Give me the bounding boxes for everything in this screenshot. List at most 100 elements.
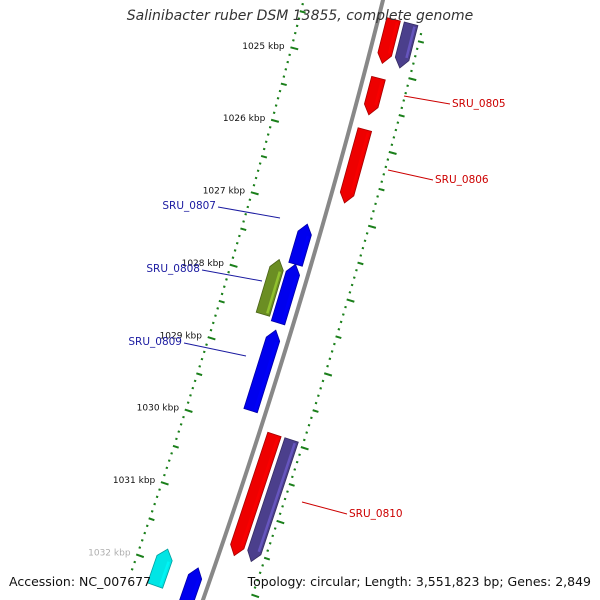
label-leader-line (201, 269, 263, 282)
minor-tick (266, 133, 270, 136)
minor-tick (205, 343, 208, 346)
minor-tick (191, 386, 195, 390)
minor-tick (216, 307, 220, 310)
minor-tick (400, 106, 404, 110)
minor-tick (419, 32, 423, 36)
minor-tick (262, 147, 266, 151)
gene-sru_0811[interactable] (179, 567, 203, 600)
minor-tick (363, 239, 367, 243)
minor-tick (209, 328, 213, 332)
major-tick (135, 553, 145, 559)
minor-tick (242, 220, 245, 223)
minor-tick (286, 60, 290, 64)
minor-tick (280, 82, 287, 87)
gene-sru_0808[interactable] (270, 263, 301, 326)
gene-sru_0805[interactable] (363, 75, 386, 116)
minor-tick (370, 217, 373, 220)
gene-label-sru_0807[interactable]: SRU_0807 (162, 200, 216, 212)
minor-tick (284, 68, 288, 71)
minor-tick (273, 527, 277, 530)
gene-label-sru_0809[interactable]: SRU_0809 (128, 336, 182, 348)
major-tick (160, 481, 169, 486)
minor-tick (264, 140, 268, 144)
gene-sru_0808-gene[interactable] (255, 258, 284, 317)
minor-tick (319, 387, 323, 390)
gene-sru_0804-gene[interactable] (394, 21, 419, 69)
minor-tick (196, 372, 203, 377)
minor-tick (314, 401, 318, 405)
minor-tick (163, 473, 166, 477)
minor-tick (218, 299, 225, 304)
minor-tick (266, 549, 270, 552)
gene-label-sru_0810[interactable]: SRU_0810 (349, 508, 403, 520)
minor-tick (406, 84, 409, 88)
minor-tick (365, 232, 369, 235)
minor-tick (145, 524, 149, 528)
minor-tick (384, 165, 388, 169)
gene-label-sru_0806[interactable]: SRU_0806 (435, 174, 489, 186)
minor-tick (189, 394, 192, 397)
minor-tick (357, 261, 364, 266)
gene-labels: SRU_0805 SRU_0806 SRU_0807 SRU_0808 SRU_0809… (128, 95, 506, 520)
minor-tick (292, 39, 295, 42)
minor-tick (374, 202, 377, 206)
map-title: Salinibacter ruber DSM 13855, complete g… (126, 8, 474, 24)
minor-tick (301, 2, 304, 6)
gene-label-sru_0808[interactable]: SRU_0808 (146, 263, 200, 275)
gene-sru_0807[interactable] (288, 223, 312, 267)
minor-tick (298, 453, 301, 457)
minor-tick (350, 283, 354, 287)
gene-sru_0804[interactable] (377, 17, 401, 65)
gene-label-sru_0805[interactable]: SRU_0805 (452, 98, 506, 110)
minor-tick (380, 180, 384, 183)
minor-tick (333, 342, 336, 346)
minor-tick (392, 136, 396, 139)
minor-tick (286, 490, 289, 493)
minor-tick (252, 183, 256, 187)
minor-tick (386, 158, 390, 161)
minor-tick (305, 431, 309, 434)
gene-sru_0806[interactable] (339, 127, 373, 204)
minor-tick (295, 460, 299, 464)
minor-tick (310, 416, 313, 420)
gene-sru_0811-trna[interactable] (146, 548, 173, 589)
label-leader-line (301, 501, 348, 515)
minor-tick (402, 99, 406, 102)
major-tick (346, 298, 355, 303)
outer-tick-track (251, 32, 425, 599)
minor-tick (220, 292, 224, 296)
minor-tick (256, 169, 260, 173)
minor-tick (214, 314, 217, 317)
minor-tick (268, 126, 272, 129)
minor-tick (378, 187, 385, 192)
inner-tick-track (130, 2, 306, 571)
minor-tick (248, 198, 252, 201)
minor-tick (281, 505, 284, 508)
minor-tick (268, 541, 272, 545)
minor-tick (355, 268, 358, 272)
minor-tick (321, 379, 325, 383)
minor-tick (261, 564, 265, 567)
genome-summary-text: Topology: circular; Length: 3,551,823 bp… (247, 574, 591, 589)
gene-sru_0809[interactable] (243, 329, 281, 414)
minor-tick (341, 313, 345, 316)
minor-tick (417, 40, 425, 44)
minor-tick (274, 104, 278, 107)
minor-tick (244, 212, 248, 216)
minor-tick (153, 502, 157, 506)
gene-sru_0810[interactable] (230, 431, 282, 557)
minor-tick (140, 539, 144, 542)
minor-tick (404, 91, 408, 95)
gene-sru_0810-gene[interactable] (247, 437, 299, 563)
gene-track (146, 17, 419, 600)
major-tick (408, 77, 417, 82)
major-tick (367, 224, 377, 229)
minor-tick (282, 75, 286, 78)
minor-tick (290, 475, 294, 479)
minor-tick (233, 249, 237, 252)
scale-label: 1031 kbp (113, 476, 156, 486)
minor-tick (297, 17, 301, 20)
minor-tick (390, 143, 394, 147)
minor-tick (240, 227, 247, 232)
